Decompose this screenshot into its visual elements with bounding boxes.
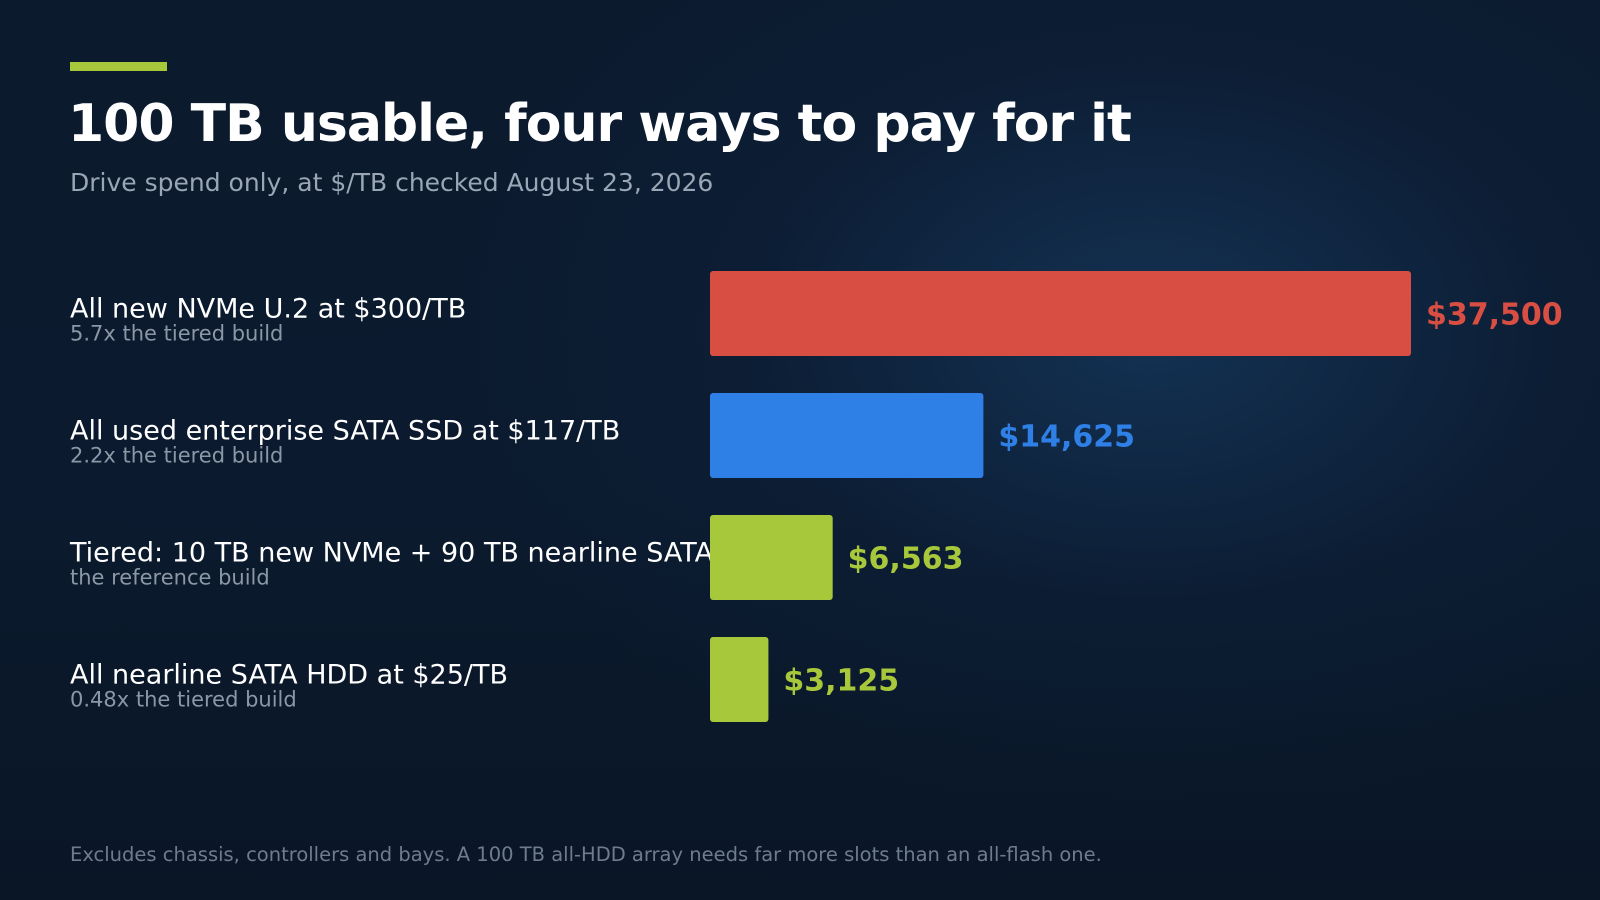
- bar: [710, 637, 769, 722]
- category-label: All used enterprise SATA SSD at $117/TB: [70, 416, 620, 447]
- bar: [710, 271, 1411, 356]
- chart-title: 100 TB usable, four ways to pay for it: [68, 94, 1132, 154]
- value-label: $14,625: [998, 420, 1135, 455]
- bar: [710, 515, 833, 600]
- category-label: All nearline SATA HDD at $25/TB: [70, 660, 508, 691]
- bar: [710, 393, 984, 478]
- category-note: 2.2x the tiered build: [70, 444, 283, 468]
- chart-subtitle: Drive spend only, at $/TB checked August…: [70, 168, 714, 197]
- footnote: Excludes chassis, controllers and bays. …: [70, 843, 1102, 866]
- category-note: 0.48x the tiered build: [70, 688, 297, 712]
- category-note: the reference build: [70, 566, 270, 590]
- value-label: $37,500: [1426, 298, 1563, 333]
- title-accent-bar: [70, 62, 167, 71]
- category-note: 5.7x the tiered build: [70, 322, 283, 346]
- category-label: All new NVMe U.2 at $300/TB: [70, 294, 466, 325]
- value-label: $3,125: [783, 664, 899, 699]
- category-label: Tiered: 10 TB new NVMe + 90 TB nearline …: [69, 538, 714, 569]
- value-label: $6,563: [848, 542, 964, 577]
